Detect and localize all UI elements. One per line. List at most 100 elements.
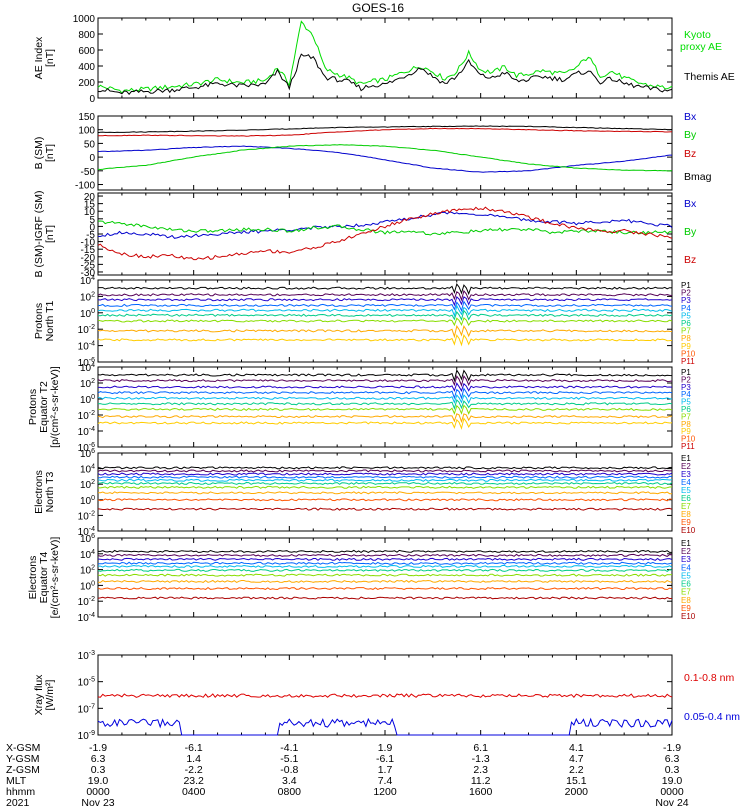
y-tick-label: -5 xyxy=(86,230,95,241)
series-line-e5 xyxy=(97,478,673,482)
series-line-bx xyxy=(97,211,673,239)
legend-label: P9 xyxy=(681,427,691,436)
y-tick-label: 104 xyxy=(80,362,95,374)
y-tick-label: 102 xyxy=(80,565,95,577)
y-tick-label: 10-9 xyxy=(78,730,95,742)
y-tick-label: 1000 xyxy=(73,14,96,25)
series-line-p3 xyxy=(97,295,673,307)
legend-label: P3 xyxy=(681,383,691,392)
y-tick-label: 600 xyxy=(78,46,95,57)
y-axis-label: ProtonsNorth T1 xyxy=(33,301,56,342)
series-line-e1 xyxy=(98,549,672,554)
legend-label: P7 xyxy=(681,327,691,336)
y-tick-label: 10-2 xyxy=(78,324,95,336)
y-tick-label: 10-6 xyxy=(78,357,95,369)
legend-label: proxy AE xyxy=(680,41,722,53)
legend-label: E7 xyxy=(681,502,691,511)
y-tick-label: 100 xyxy=(80,394,95,406)
legend-label: E9 xyxy=(681,604,691,613)
legend-label: By xyxy=(684,226,697,238)
series-line-p9 xyxy=(97,334,673,347)
series-line-kyoto-proxy-ae xyxy=(97,20,673,94)
y-tick-label: 106 xyxy=(80,448,95,460)
y-tick-label: 10-3 xyxy=(78,650,95,662)
series-line-p5 xyxy=(97,394,673,405)
y-tick-label: 10-4 xyxy=(78,426,95,438)
legend-label: P2 xyxy=(681,289,691,298)
y-tick-label: -30 xyxy=(81,268,96,279)
y-tick-label: 104 xyxy=(80,464,95,476)
series-line-e9 xyxy=(97,498,673,502)
legend-label: E3 xyxy=(681,555,691,564)
legend-label: Bx xyxy=(684,111,697,123)
y-tick-label: 100 xyxy=(80,495,95,507)
legend-label: P8 xyxy=(681,334,691,343)
y-tick-label: 400 xyxy=(78,62,95,73)
legend-label: E3 xyxy=(681,470,691,479)
legend-label: P5 xyxy=(681,311,691,320)
y-tick-label: 100 xyxy=(80,580,95,592)
legend-label: E9 xyxy=(681,518,691,527)
series-line-e7 xyxy=(97,573,673,577)
y-axis-label: ElectronsNorth T3 xyxy=(33,470,56,514)
legend-label: E4 xyxy=(681,563,691,572)
y-tick-label: 10-4 xyxy=(78,341,95,353)
series-line-p6 xyxy=(97,399,673,410)
series-line-e10 xyxy=(97,596,673,600)
y-axis-label: B (SM)-IGRF (SM)[nT] xyxy=(33,191,56,278)
series-line-bx xyxy=(97,145,672,173)
legend-label: P10 xyxy=(681,349,696,358)
series-line-e6 xyxy=(97,481,673,485)
y-tick-label: 102 xyxy=(80,378,95,390)
legend-label: P7 xyxy=(681,412,691,421)
series-line-e2 xyxy=(97,469,673,473)
legend-label: E1 xyxy=(681,454,691,463)
series-line-p9 xyxy=(97,417,673,430)
series-line-p3 xyxy=(98,382,673,392)
series-line-p4 xyxy=(97,300,673,312)
legend-label: P3 xyxy=(681,296,691,305)
y-tick-label: 0 xyxy=(89,153,95,164)
y-tick-label: 104 xyxy=(80,275,95,287)
series-line-e10 xyxy=(97,507,673,511)
series-line-e8 xyxy=(98,491,672,495)
y-axis-label: ElectronsEquator T4[e/(cm²-s-sr-keV)] xyxy=(27,537,61,619)
panel-frame xyxy=(97,366,673,448)
series-line-e2 xyxy=(97,553,673,557)
series-line-e4 xyxy=(97,475,673,479)
legend-label: P10 xyxy=(681,435,696,444)
y-axis-label: B (SM)[nT] xyxy=(33,137,56,170)
y-tick-label: 200 xyxy=(78,78,95,89)
legend-label: P4 xyxy=(681,390,691,399)
series-line-p7 xyxy=(97,404,673,416)
legend-label: E10 xyxy=(681,612,696,621)
series-line-by xyxy=(97,220,673,236)
series-line-e8 xyxy=(97,579,673,584)
legend-label: Bz xyxy=(684,148,696,160)
y-tick-label: -10 xyxy=(81,238,96,249)
y-tick-label: 5 xyxy=(89,215,95,226)
legend-label: E6 xyxy=(681,494,691,503)
series-line-p2 xyxy=(97,289,673,302)
legend-label: P6 xyxy=(681,319,691,328)
legend-label: P2 xyxy=(681,375,691,384)
series-line-e1 xyxy=(97,466,673,470)
y-tick-label: 100 xyxy=(78,126,95,137)
legend-label: E8 xyxy=(681,596,691,605)
y-tick-label: -25 xyxy=(81,260,96,271)
legend-label: P6 xyxy=(681,405,691,414)
legend-label: P11 xyxy=(681,357,695,366)
y-tick-label: 10-2 xyxy=(78,510,95,522)
y-tick-label: 100 xyxy=(80,308,95,320)
y-tick-label: -20 xyxy=(81,253,96,264)
series-line-p8 xyxy=(97,324,673,339)
series-line-p8 xyxy=(97,413,673,424)
y-axis-label: ProtonsEquator T2[p/(cm²-s-sr-keV)] xyxy=(27,366,61,448)
legend-label: P8 xyxy=(681,420,691,429)
series-line-e7 xyxy=(98,485,673,489)
series-line-e3 xyxy=(97,557,673,561)
legend-label: P5 xyxy=(681,398,691,407)
legend-label: Bz xyxy=(684,254,696,266)
y-tick-label: 10 xyxy=(84,207,96,218)
panel-frame xyxy=(97,537,673,618)
